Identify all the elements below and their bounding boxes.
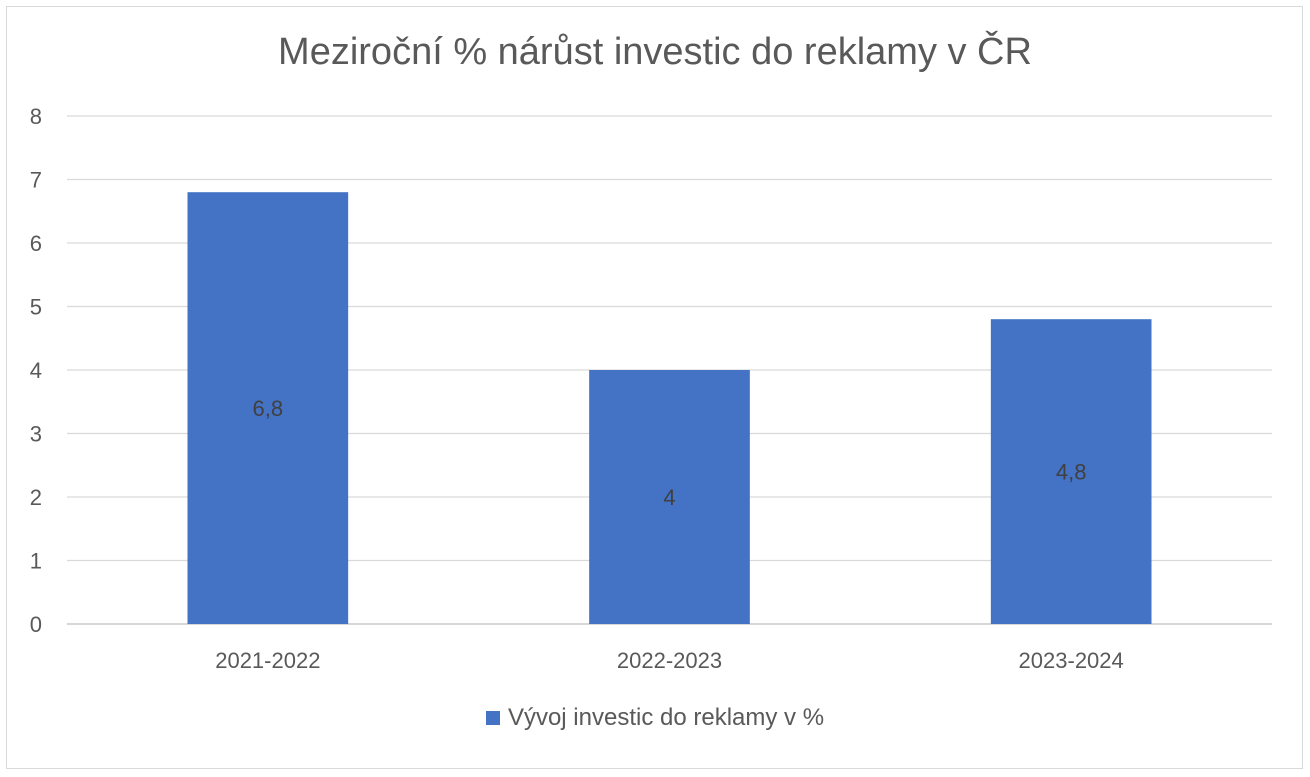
bar xyxy=(589,370,750,624)
data-label: 4,8 xyxy=(1056,460,1087,485)
y-tick-label: 2 xyxy=(30,485,42,510)
data-label: 6,8 xyxy=(253,396,284,421)
y-tick-label: 7 xyxy=(30,168,42,193)
x-tick-label: 2023-2024 xyxy=(1019,648,1124,673)
chart-legend: Vývoj investic do reklamy v % xyxy=(0,704,1310,732)
legend-label: Vývoj investic do reklamy v % xyxy=(507,704,825,731)
y-tick-label: 0 xyxy=(30,612,42,637)
y-tick-label: 6 xyxy=(30,231,42,256)
bar xyxy=(990,319,1152,624)
y-tick-label: 1 xyxy=(30,549,42,574)
data-label: 4 xyxy=(663,485,675,510)
x-tick-label: 2022-2023 xyxy=(617,648,722,673)
y-tick-label: 4 xyxy=(30,358,42,383)
bar xyxy=(187,192,349,624)
chart-title: Meziroční % nárůst investic do reklamy v… xyxy=(278,31,1032,73)
x-tick-label: 2021-2022 xyxy=(215,648,320,673)
y-tick-label: 5 xyxy=(30,295,42,320)
y-tick-label: 3 xyxy=(30,422,42,447)
legend-swatch xyxy=(485,711,500,725)
y-tick-label: 8 xyxy=(30,104,42,129)
